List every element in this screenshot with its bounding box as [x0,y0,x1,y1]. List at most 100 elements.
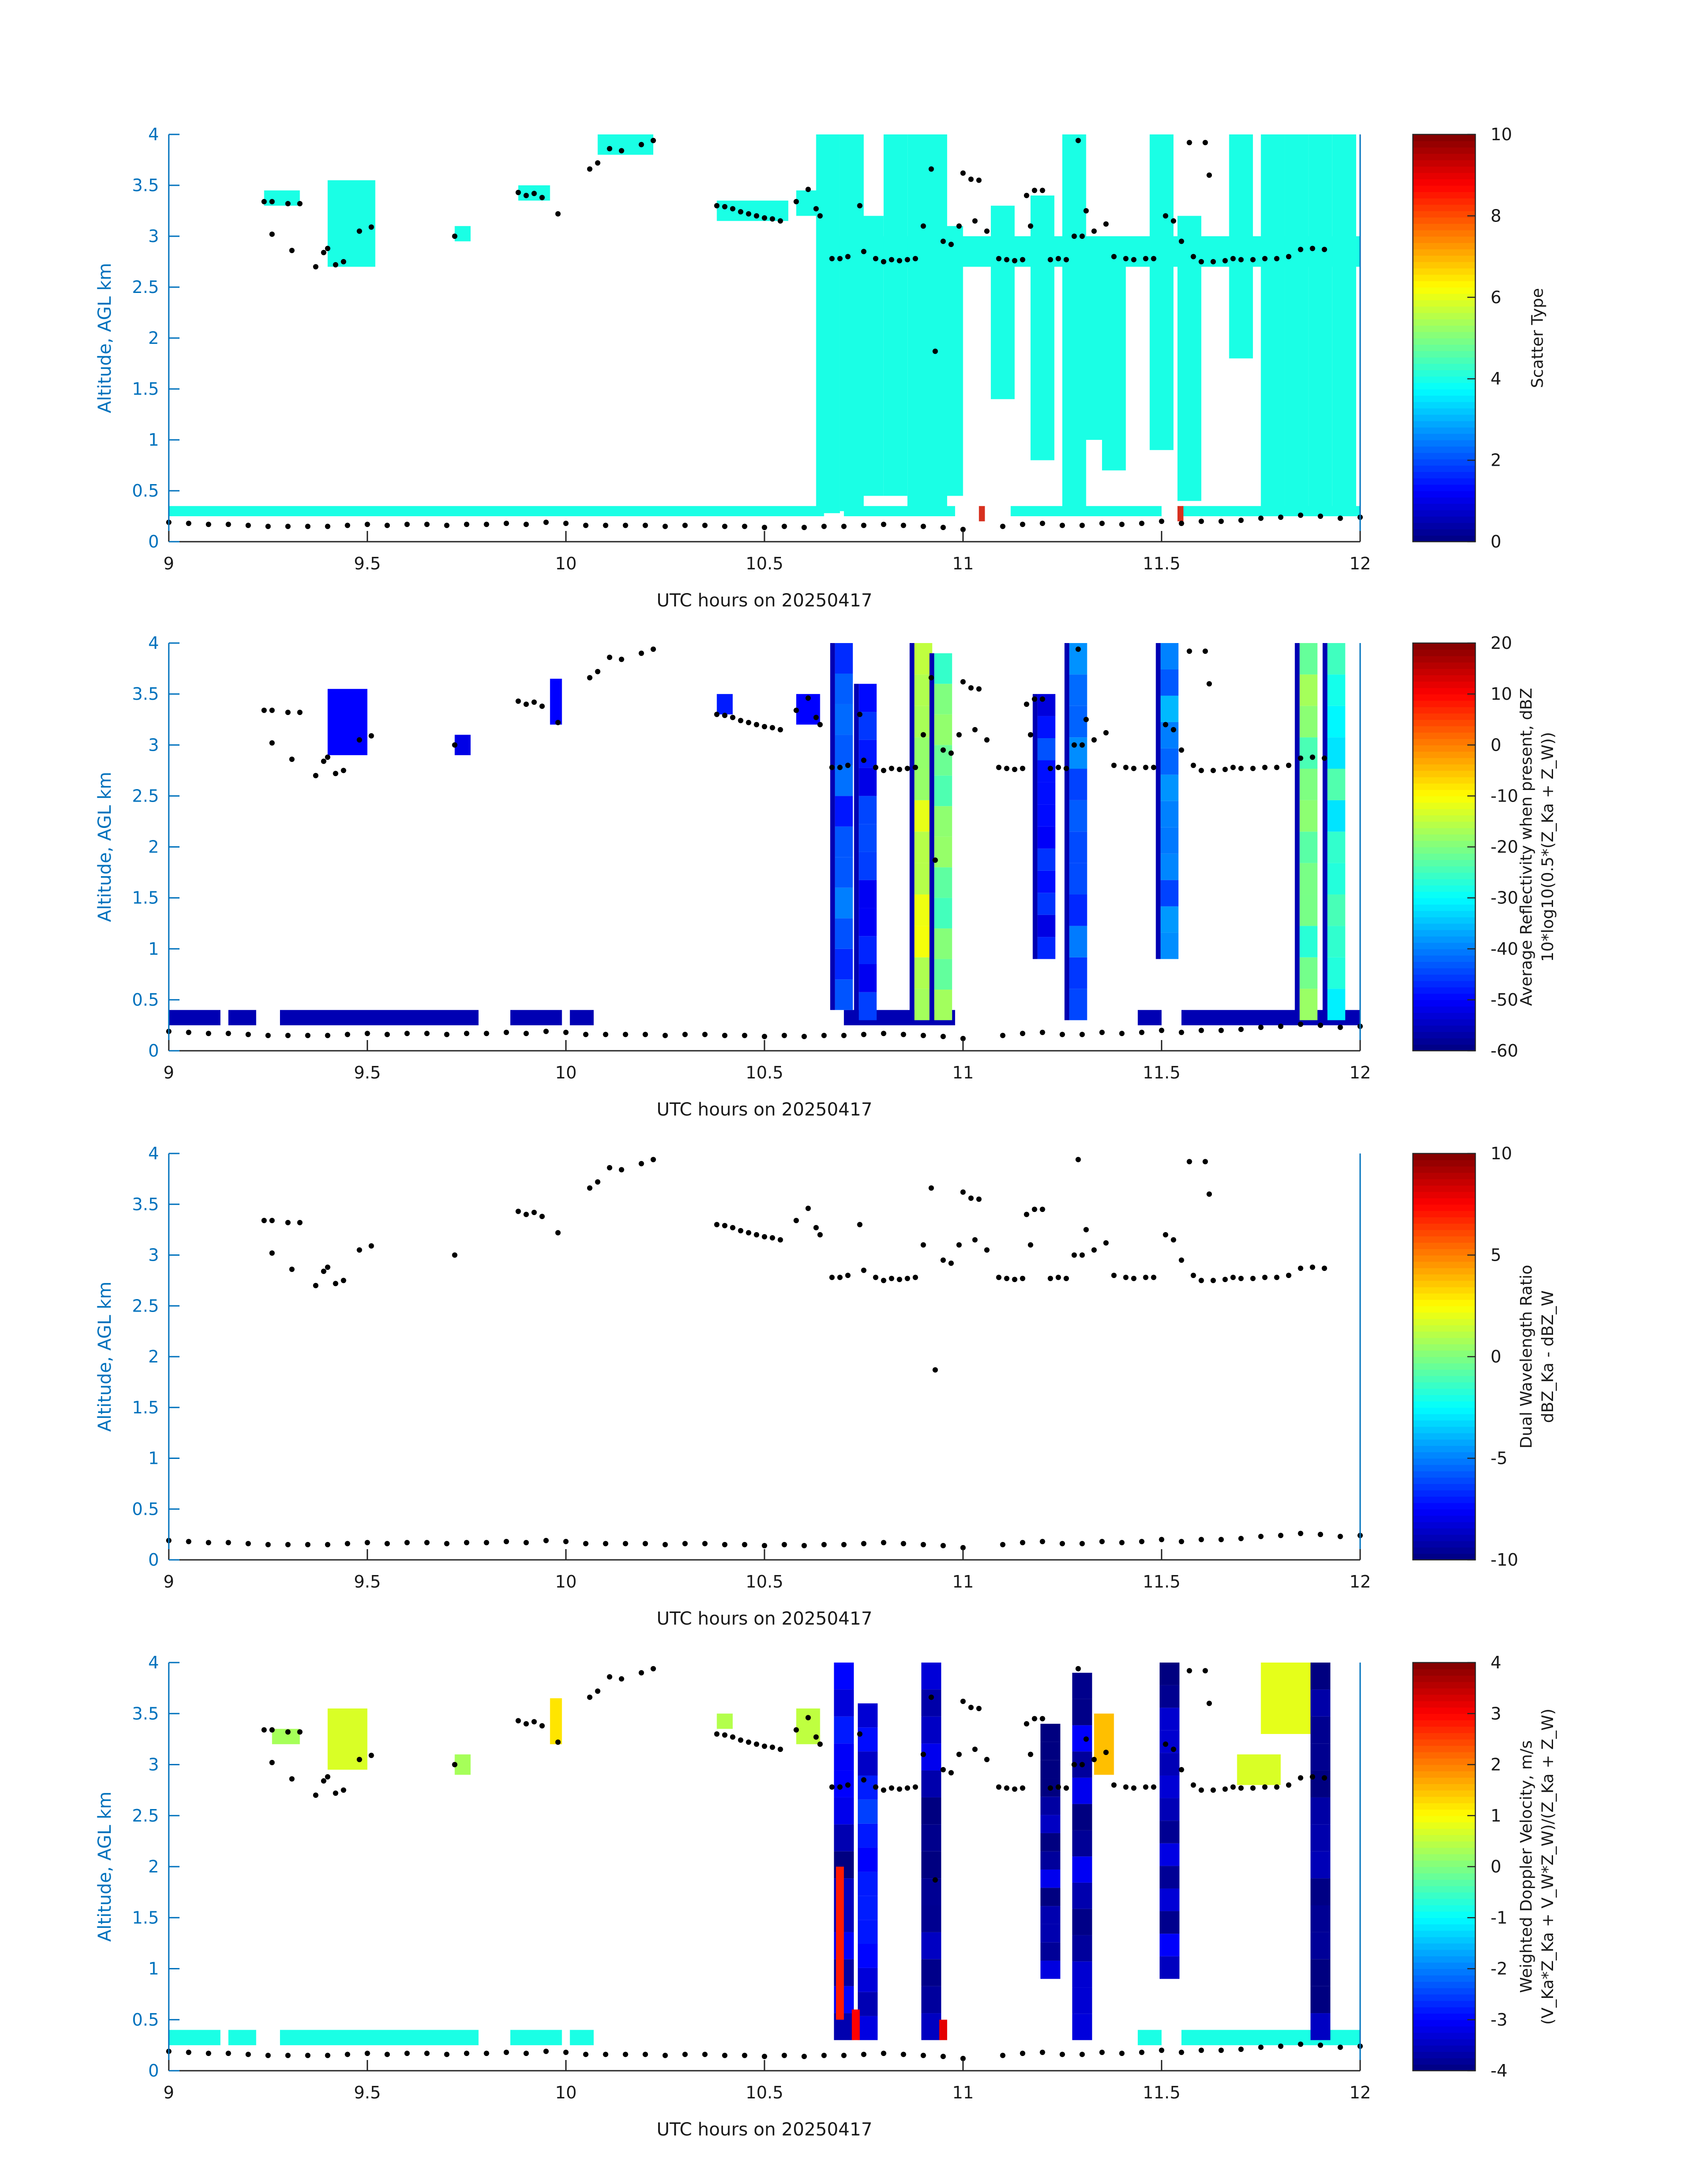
cloud-base-point [226,1540,231,1546]
colorbar-segment [1413,319,1475,326]
cloud-top-point [948,1260,954,1266]
colorbar-segment [1413,911,1475,918]
cloud-top-point [996,765,1002,770]
cloud-top-point [829,256,835,262]
colorbar-segment [1413,726,1475,733]
cloud-top-point [1020,257,1026,263]
cloud-top-point [289,1776,295,1782]
cloud-top-point [897,767,902,773]
cloud-base-point [1119,1031,1125,1036]
cloud-base-point [364,522,370,527]
cloud-top-point [1178,747,1184,753]
colorbar-segment [1413,153,1475,160]
cloud-top-point [321,250,326,255]
echo-cell [921,2013,941,2040]
cloud-top-point [968,1195,974,1201]
cloud-top-point [813,206,819,212]
colorbar-segment [1413,1796,1475,1803]
cloud-base-point [345,1541,351,1546]
echo-cell [1037,870,1056,893]
cloud-top-point [1230,1274,1236,1280]
cloud-top-point [972,1747,978,1752]
cloud-base-point [523,522,529,527]
colorbar-segment [1413,929,1475,937]
cloud-top-point [1020,1785,1026,1791]
cloud-top-point [285,1220,291,1225]
echo-cell [934,836,952,868]
cloud-top-point [531,191,537,196]
cloud-top-point [873,1784,879,1790]
colorbar-segment [1413,217,1475,224]
cloud-top-point [920,223,926,229]
colorbar-segment [1413,204,1475,211]
colorbar-segment [1413,1822,1475,1829]
echo-cell [1040,1833,1061,1851]
colorbar-segment [1413,522,1475,530]
echo-patch [597,134,653,155]
echo-cell [921,1986,941,2014]
colorbar-segment [1413,974,1475,981]
cloud-base-point [563,1539,569,1545]
colorbar-segment [1413,1439,1475,1446]
cloud-base-point [622,2052,628,2057]
colorbar-segment [1413,898,1475,905]
cloud-base-point [484,1031,489,1036]
cloud-top-point [754,1232,760,1237]
echo-cell [834,1797,854,1825]
echo-cell [1037,804,1056,827]
cloud-base-point [1238,1536,1244,1542]
cloud-base-point [1298,2041,1303,2047]
cloud-top-point [845,1273,851,1278]
colorbar-segment [1413,1426,1475,1433]
echo-cell [1040,1742,1061,1760]
echo-cell [1310,1663,1331,1690]
cloud-base-point [265,1032,271,1038]
cloud-top-point [313,1283,319,1288]
echo-cell [1037,738,1056,760]
cloud-base-point [682,522,688,528]
colorbar-label: Average Reflectivity when present, dBZ [1517,688,1536,1006]
colorbar-segment [1413,1515,1475,1522]
colorbar-segment [1413,1988,1475,1995]
echo-cell [1310,1743,1331,1771]
cloud-base-point [464,2051,469,2056]
colorbar-tick-label: -10 [1491,786,1518,806]
cloud-base-point [801,1034,807,1040]
cloud-top-point [1075,1157,1081,1162]
cloud-top-point [912,1274,918,1280]
band-segment [570,1010,594,1025]
cloud-top-point [984,1757,990,1763]
cloud-base-point [1079,1541,1085,1546]
echo-cell [921,1959,941,1986]
colorbar-segment [1413,1924,1475,1931]
cloud-base-point [801,525,807,531]
echo-cell [835,949,853,980]
y-tick-label: 3.5 [132,1704,159,1723]
cloud-base-point [901,2052,906,2057]
colorbar-segment [1413,1229,1475,1237]
echo-cell [1161,906,1179,933]
colorbar-segment [1413,790,1475,797]
y-tick-label: 1 [148,1959,159,1979]
echo-cell [1299,737,1318,769]
echo-cell [857,1799,878,1824]
cloud-top-point [1262,1274,1268,1280]
cloud-top-point [829,1784,835,1790]
colorbar-segment [1413,942,1475,949]
colorbar-segment [1413,1458,1475,1465]
cloud-base-point [205,2051,211,2056]
echo-cell [921,1770,941,1797]
echo-cell [1299,957,1318,989]
cloud-top-point [1298,247,1303,252]
y-tick-label: 4 [148,1653,159,1672]
cloud-base-point [722,1542,728,1547]
cloud-base-point [1099,1539,1105,1545]
colorbar-segment [1413,1388,1475,1396]
cloud-top-point [1075,1666,1081,1671]
cloud-top-point [1321,1775,1327,1781]
colorbar-segment [1413,2019,1475,2027]
cloud-top-point [714,1731,720,1737]
colorbar-segment [1413,1713,1475,1721]
cloud-top-point [1103,730,1109,735]
